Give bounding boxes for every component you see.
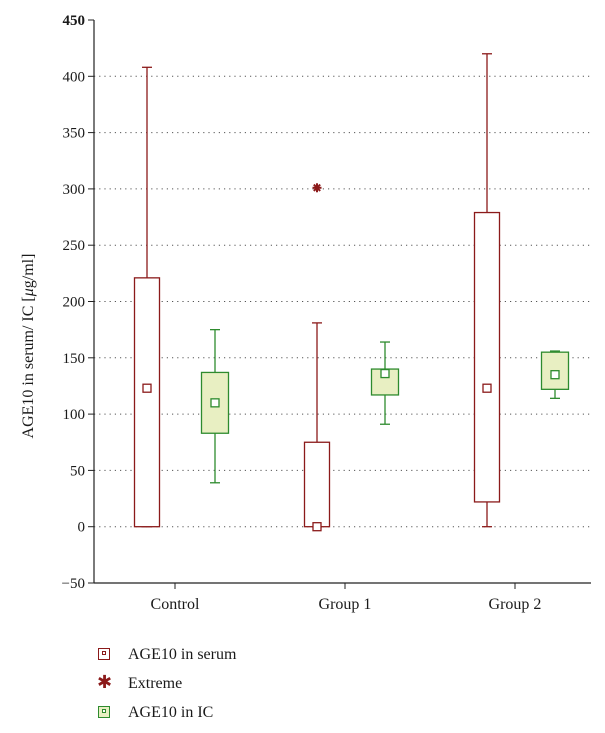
box-serum <box>303 322 331 532</box>
boxplot-chart: −50 0 50 100 150 200 250 300 350 400 450 Control Gro… <box>20 13 591 613</box>
box-ic <box>200 328 230 484</box>
grid-lines <box>94 75 591 528</box>
median-marker <box>550 370 560 380</box>
box-iqr <box>303 441 331 528</box>
y-tick-label: 50 <box>70 463 85 479</box>
y-tick-label: 350 <box>63 126 86 142</box>
asterisk-icon: ✱ <box>97 671 113 693</box>
y-tick-label: 300 <box>63 182 86 198</box>
x-tick-label: Group 2 <box>489 596 542 613</box>
legend: AGE10 in serum ✱ Extreme AGE10 in IC <box>96 640 236 727</box>
legend-label-ic: AGE10 in IC <box>128 703 214 721</box>
legend-item-serum: AGE10 in serum <box>96 640 236 669</box>
legend-label-extreme: Extreme <box>128 674 183 692</box>
extreme-stroke <box>313 183 321 192</box>
serum-square-icon <box>96 646 114 664</box>
extreme-marker <box>312 183 322 193</box>
axes: −50 0 50 100 150 200 250 300 350 400 450 Control Gro… <box>62 13 591 613</box>
y-tick-label: 450 <box>63 13 86 29</box>
x-tick-label: Group 1 <box>319 596 372 613</box>
median-marker <box>312 522 322 532</box>
ic-square-icon <box>96 704 114 722</box>
y-tick-label: 200 <box>63 295 86 311</box>
x-tick-label: Control <box>151 596 200 613</box>
median-marker <box>482 383 492 393</box>
legend-label-serum: AGE10 in serum <box>128 645 237 663</box>
y-tick-label: 400 <box>63 69 86 85</box>
y-tick-label: −50 <box>62 576 85 592</box>
y-tick-label: 100 <box>63 407 86 423</box>
median-marker <box>142 383 152 393</box>
legend-item-ic: AGE10 in IC <box>96 698 236 727</box>
box-ic <box>370 341 400 425</box>
y-axis-title: AGE10 in serum/ IC [μg/ml] <box>20 254 37 439</box>
box-iqr <box>473 211 501 503</box>
box-serum <box>473 53 501 528</box>
box-plots <box>133 53 570 532</box>
y-tick-label: 0 <box>78 520 86 536</box>
box-ic <box>540 350 570 399</box>
box-iqr <box>133 277 161 528</box>
y-tick-label: 250 <box>63 238 86 254</box>
y-tick-label: 150 <box>63 351 86 367</box>
median-marker <box>210 398 220 408</box>
median-marker <box>380 368 390 379</box>
legend-item-extreme: ✱ Extreme <box>96 669 236 698</box>
box-serum <box>133 66 161 528</box>
